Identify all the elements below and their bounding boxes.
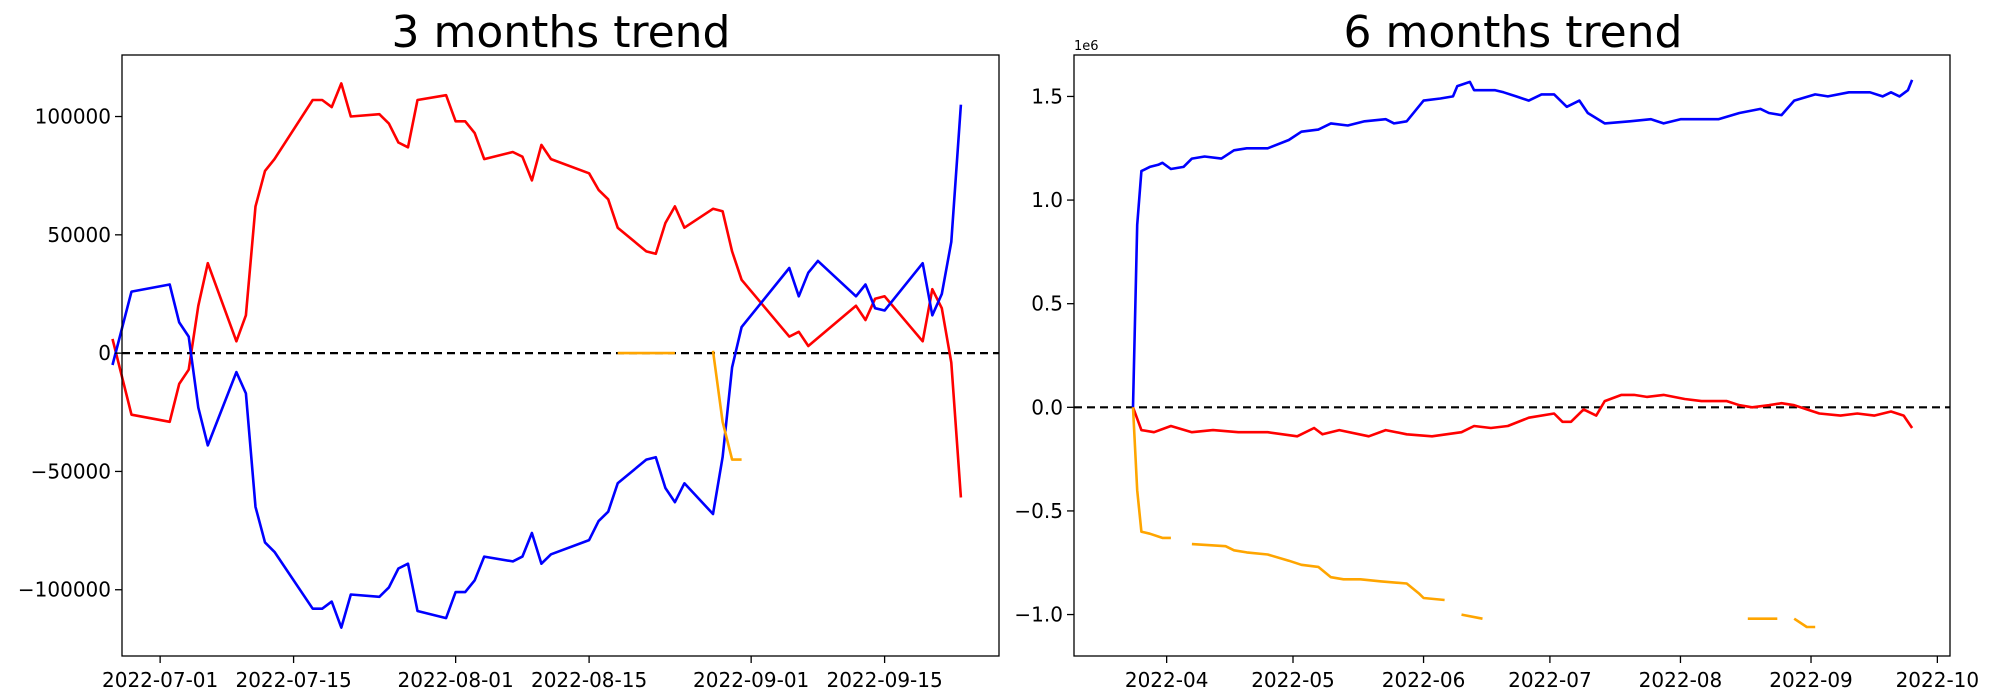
x-tick-label: 2022-09 xyxy=(1769,668,1853,692)
chart-6-months: 6 months trend 1e6 1.5 1.0 0.5 0.0 −0.5 −1.0 2… xyxy=(1014,7,1979,692)
plot-frame xyxy=(121,54,1000,657)
x-tick-label: 2022-08-01 xyxy=(398,668,514,692)
x-tick-label: 2022-10 xyxy=(1896,668,1980,692)
series-3-line-segment-5 xyxy=(1793,617,1816,629)
y-tick-label: −50000 xyxy=(31,459,111,483)
x-tick-label: 2022-09-01 xyxy=(693,668,809,692)
x-tick-label: 2022-08 xyxy=(1639,668,1723,692)
x-tick-label: 2022-07 xyxy=(1508,668,1592,692)
y-tick-label: −100000 xyxy=(18,578,111,602)
x-tick-label: 2022-09-15 xyxy=(826,668,942,692)
series-2-line-segment-1 xyxy=(1131,393,1914,438)
x-tick-label: 2022-05 xyxy=(1251,668,1335,692)
y-tick-label: 1.5 xyxy=(1031,84,1063,108)
y-tick-label: 1.0 xyxy=(1031,188,1063,212)
series-1-line-segment-1 xyxy=(1131,79,1914,408)
x-tick-label: 2022-07-15 xyxy=(235,668,351,692)
chart-title: 6 months trend xyxy=(1344,7,1683,58)
y-tick-label: −1.0 xyxy=(1014,603,1063,627)
x-tick-label: 2022-04 xyxy=(1125,668,1209,692)
y-tick-label: 0.5 xyxy=(1031,292,1063,316)
chart-title: 3 months trend xyxy=(392,7,731,58)
x-tick-label: 2022-07-01 xyxy=(102,668,218,692)
series-2-line-segment-1 xyxy=(111,104,963,629)
series-3-line-segment-2 xyxy=(711,350,742,461)
y-tick-label: 50000 xyxy=(47,223,111,247)
y-tick-label: −0.5 xyxy=(1014,499,1063,523)
chart-3-months: 3 months trend 100000 50000 0 −50000 −100000… xyxy=(18,7,1000,692)
x-tick-label: 2022-08-15 xyxy=(531,668,647,692)
plot-frame xyxy=(1073,54,1951,657)
series-1-line-segment-1 xyxy=(111,82,963,498)
y-tick-label: 0 xyxy=(98,341,111,365)
y-tick-label: 0.0 xyxy=(1031,395,1063,419)
x-tick-label: 2022-06 xyxy=(1382,668,1466,692)
series-3-line-segment-1 xyxy=(1131,407,1171,540)
series-3-line-segment-2 xyxy=(1191,542,1445,602)
y-offset-label: 1e6 xyxy=(1074,39,1099,54)
series-3-line-segment-3 xyxy=(1461,613,1483,620)
y-tick-label: 100000 xyxy=(35,105,111,129)
